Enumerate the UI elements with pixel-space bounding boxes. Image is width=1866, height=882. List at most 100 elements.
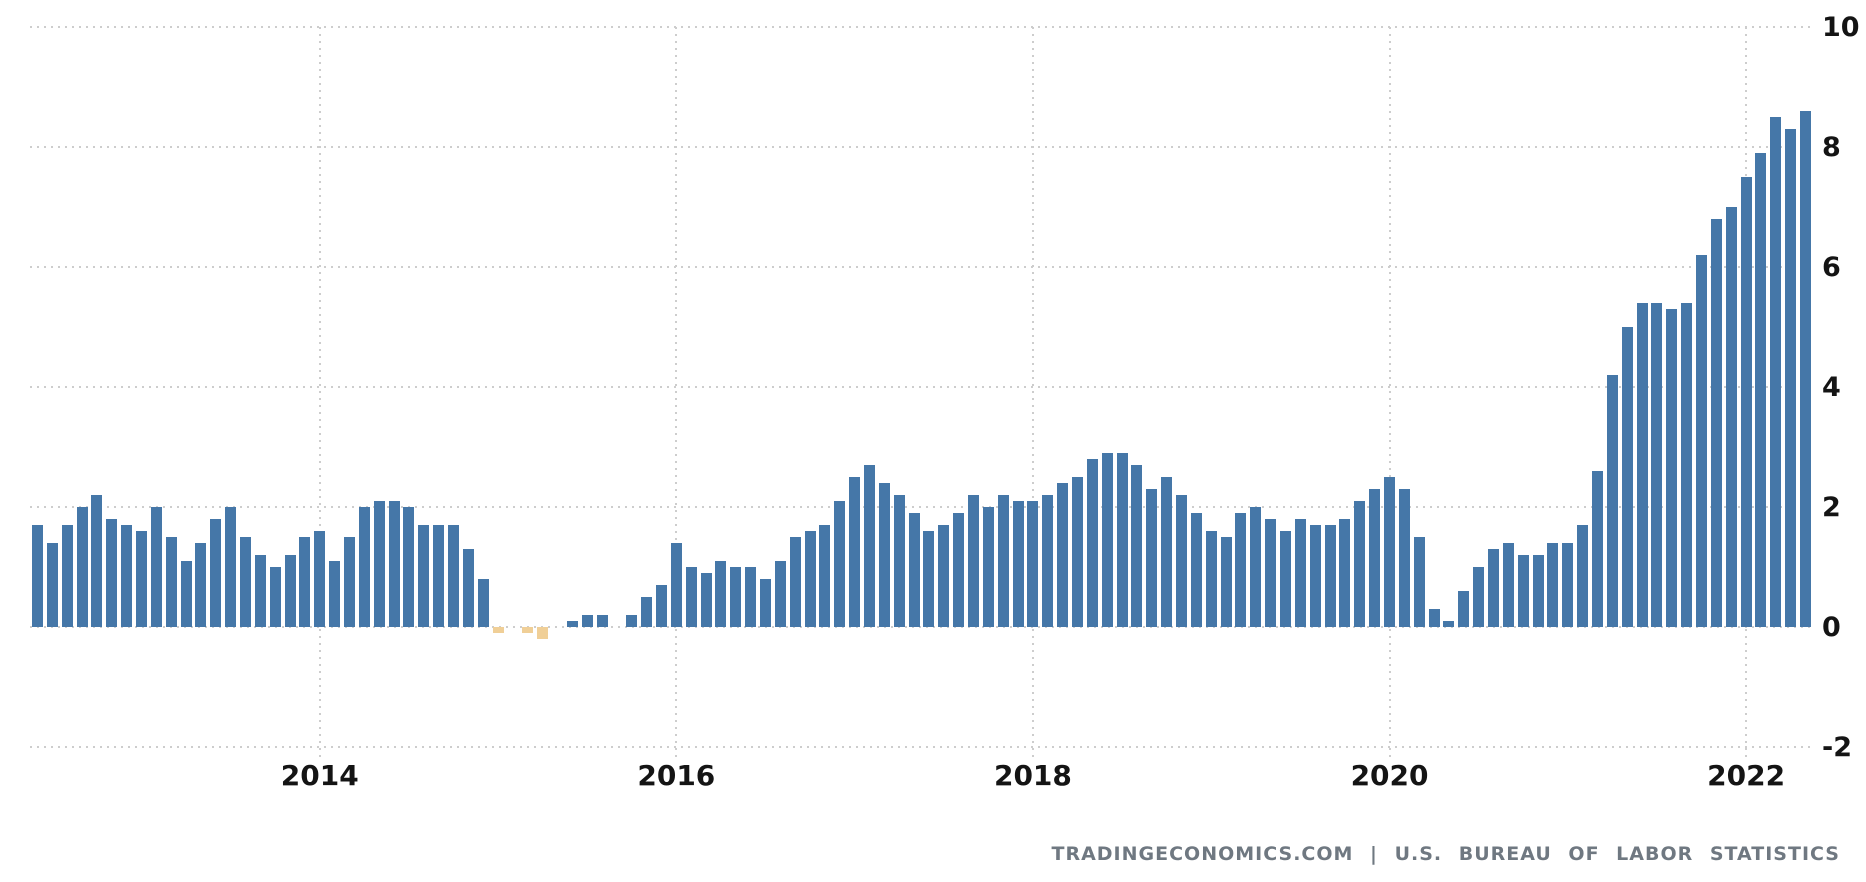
bar-2015-08[interactable]: [596, 615, 608, 627]
bar-2022-02[interactable]: [1755, 153, 1767, 627]
bar-2016-04[interactable]: [715, 561, 727, 627]
bar-2013-12[interactable]: [299, 537, 311, 627]
bar-2017-04[interactable]: [893, 495, 905, 627]
bar-2021-04[interactable]: [1606, 375, 1618, 627]
bar-2012-12[interactable]: [121, 525, 133, 627]
bar-2016-01[interactable]: [670, 543, 682, 627]
bar-2020-05[interactable]: [1443, 621, 1455, 627]
bar-2018-08[interactable]: [1131, 465, 1143, 627]
bar-2017-07[interactable]: [938, 525, 950, 627]
bar-2019-07[interactable]: [1294, 519, 1306, 627]
bar-2021-01[interactable]: [1562, 543, 1574, 627]
bar-2020-03[interactable]: [1413, 537, 1425, 627]
bar-2016-06[interactable]: [745, 567, 757, 627]
bar-2012-07[interactable]: [46, 543, 58, 627]
bar-2020-02[interactable]: [1398, 489, 1410, 627]
bar-2013-06[interactable]: [210, 519, 222, 627]
bar-2014-04[interactable]: [358, 507, 370, 627]
bar-2020-10[interactable]: [1517, 555, 1529, 627]
bar-2019-10[interactable]: [1339, 519, 1351, 627]
bar-2016-08[interactable]: [774, 561, 786, 627]
bar-2014-11[interactable]: [462, 549, 474, 627]
bar-2012-11[interactable]: [106, 519, 118, 627]
bar-2018-09[interactable]: [1146, 489, 1158, 627]
bar-2018-07[interactable]: [1116, 453, 1128, 627]
bar-2017-06[interactable]: [923, 531, 935, 627]
bar-2020-06[interactable]: [1458, 591, 1470, 627]
bar-2017-11[interactable]: [997, 495, 1009, 627]
bar-2013-01[interactable]: [135, 531, 147, 627]
bar-2013-10[interactable]: [269, 567, 281, 627]
bar-2022-03[interactable]: [1770, 117, 1782, 627]
bar-2018-12[interactable]: [1190, 513, 1202, 627]
bar-2013-02[interactable]: [150, 507, 162, 627]
bar-2014-06[interactable]: [388, 501, 400, 627]
bar-2018-05[interactable]: [1086, 459, 1098, 627]
bar-2016-10[interactable]: [804, 531, 816, 627]
bar-2019-11[interactable]: [1354, 501, 1366, 627]
bar-2021-07[interactable]: [1651, 303, 1663, 627]
bar-2015-03[interactable]: [522, 627, 534, 633]
bar-2013-04[interactable]: [180, 561, 192, 627]
bar-2019-06[interactable]: [1280, 531, 1292, 627]
bar-2015-04[interactable]: [537, 627, 549, 639]
bar-2016-12[interactable]: [834, 501, 846, 627]
bar-2014-09[interactable]: [433, 525, 445, 627]
bar-2015-06[interactable]: [566, 621, 578, 627]
bar-2014-05[interactable]: [373, 501, 385, 627]
bar-2019-03[interactable]: [1235, 513, 1247, 627]
bar-2021-05[interactable]: [1621, 327, 1633, 627]
bar-2016-03[interactable]: [700, 573, 712, 627]
bar-2012-08[interactable]: [61, 525, 73, 627]
bar-2018-06[interactable]: [1101, 453, 1113, 627]
bar-2022-01[interactable]: [1740, 177, 1752, 627]
bar-2016-02[interactable]: [685, 567, 697, 627]
bar-2020-01[interactable]: [1384, 477, 1396, 627]
bar-2019-09[interactable]: [1324, 525, 1336, 627]
bar-2019-01[interactable]: [1205, 531, 1217, 627]
bar-2018-04[interactable]: [1072, 477, 1083, 627]
bar-2019-05[interactable]: [1265, 519, 1277, 627]
bar-2018-01[interactable]: [1027, 501, 1039, 627]
bar-2021-06[interactable]: [1636, 303, 1648, 627]
bar-2017-10[interactable]: [982, 507, 994, 627]
bar-2013-08[interactable]: [239, 537, 251, 627]
bar-2022-05[interactable]: [1800, 111, 1812, 627]
bar-2012-09[interactable]: [76, 507, 88, 627]
bar-2013-05[interactable]: [195, 543, 207, 627]
bar-2020-12[interactable]: [1547, 543, 1559, 627]
bar-2013-09[interactable]: [254, 555, 266, 627]
bar-2014-07[interactable]: [403, 507, 415, 627]
bar-2020-11[interactable]: [1532, 555, 1544, 627]
bar-2014-03[interactable]: [343, 537, 355, 627]
bar-2017-08[interactable]: [953, 513, 965, 627]
bar-2016-07[interactable]: [759, 579, 771, 627]
bar-2017-01[interactable]: [849, 477, 861, 627]
bar-2021-09[interactable]: [1681, 303, 1693, 627]
bar-2016-09[interactable]: [789, 537, 801, 627]
bar-2015-12[interactable]: [655, 585, 667, 627]
bar-2014-10[interactable]: [447, 525, 459, 627]
bar-2016-05[interactable]: [730, 567, 742, 627]
bar-2014-12[interactable]: [477, 579, 489, 627]
bar-2021-10[interactable]: [1696, 255, 1708, 627]
bar-2018-03[interactable]: [1057, 483, 1069, 627]
bar-2012-06[interactable]: [31, 525, 43, 627]
bar-2014-02[interactable]: [329, 561, 341, 627]
bar-2017-05[interactable]: [908, 513, 920, 627]
bar-2017-02[interactable]: [863, 465, 875, 627]
bar-2022-04[interactable]: [1785, 129, 1797, 627]
bar-2021-08[interactable]: [1666, 309, 1678, 627]
bar-2021-12[interactable]: [1725, 207, 1737, 627]
bar-2018-11[interactable]: [1176, 495, 1188, 627]
bar-2015-07[interactable]: [581, 615, 593, 627]
bar-2019-02[interactable]: [1220, 537, 1232, 627]
bar-2014-08[interactable]: [418, 525, 430, 627]
bar-2021-03[interactable]: [1592, 471, 1604, 627]
bar-2015-01[interactable]: [492, 627, 504, 633]
bar-2020-07[interactable]: [1473, 567, 1485, 627]
bar-2017-12[interactable]: [1012, 501, 1024, 627]
bar-2020-04[interactable]: [1428, 609, 1440, 627]
bar-2017-09[interactable]: [968, 495, 979, 627]
bar-2016-11[interactable]: [819, 525, 831, 627]
